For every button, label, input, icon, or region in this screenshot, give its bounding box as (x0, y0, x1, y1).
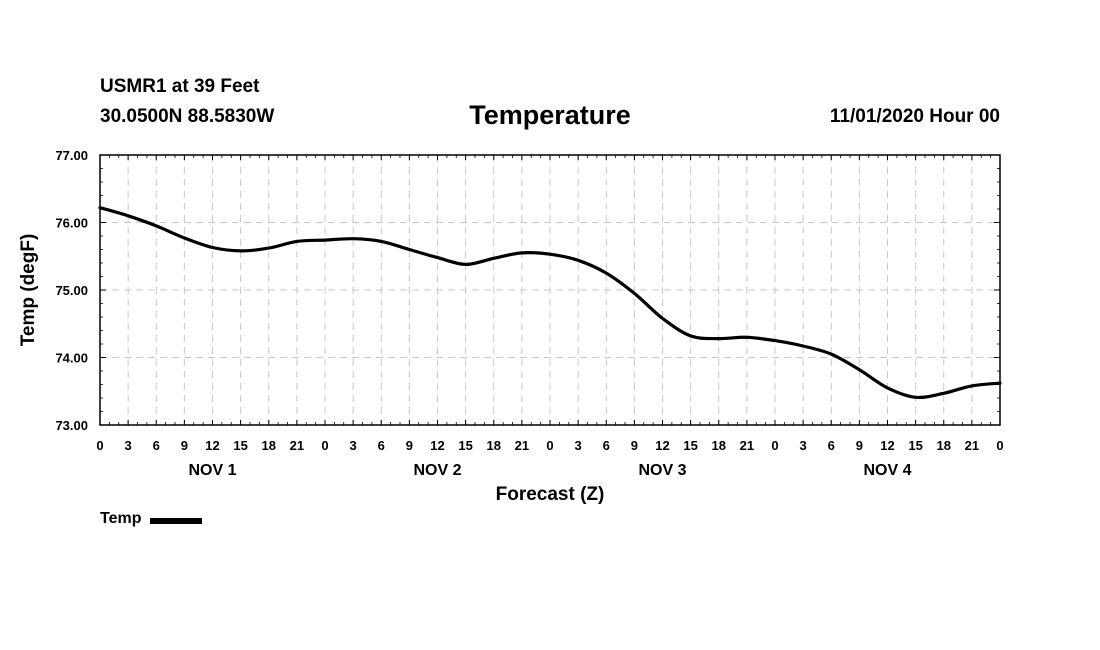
forecast-run-time: 11/01/2020 Hour 00 (829, 106, 1000, 127)
x-tick-label: 12 (655, 438, 669, 453)
axis-labels: 0 3 6 9 12 15 18 21 0 3 6 9 12 15 18 21 0 3 6 9 12 15 18 21 0 3 6 9… (55, 148, 1003, 479)
x-tick-label: 21 (740, 438, 754, 453)
x-tick-label: 0 (546, 438, 553, 453)
x-tick-label: 12 (880, 438, 894, 453)
x-tick-label: 12 (205, 438, 219, 453)
legend-swatch (150, 517, 203, 524)
x-tick-label: 21 (515, 438, 529, 453)
x-tick-label: 0 (996, 438, 1003, 453)
x-tick-label: 9 (856, 438, 863, 453)
y-tick-label: 76.00 (55, 216, 88, 231)
x-tick-label: 0 (771, 438, 778, 453)
day-label: NOV 2 (413, 462, 461, 479)
x-tick-label: 15 (683, 438, 697, 453)
x-tick-label: 15 (233, 438, 247, 453)
x-tick-label: 21 (965, 438, 979, 453)
x-tick-label: 21 (290, 438, 304, 453)
x-tick-label: 12 (430, 438, 444, 453)
x-tick-label: 3 (350, 438, 357, 453)
legend-label: Temp (100, 510, 142, 527)
temp-series-line (98, 206, 1002, 400)
day-label: NOV 1 (188, 462, 236, 479)
legend: Temp (100, 510, 203, 528)
y-tick-label: 75.00 (55, 283, 88, 298)
x-tick-label: 6 (378, 438, 385, 453)
x-tick-label: 3 (125, 438, 132, 453)
y-tick-label: 74.00 (55, 351, 88, 366)
x-tick-label: 9 (181, 438, 188, 453)
x-tick-label: 15 (908, 438, 922, 453)
x-tick-label: 6 (153, 438, 160, 453)
plot-frame (99, 154, 1001, 426)
grid-lines (100, 155, 1000, 425)
x-tick-label: 0 (321, 438, 328, 453)
day-label: NOV 3 (638, 462, 686, 479)
x-tick-label: 9 (406, 438, 413, 453)
x-axis-title: Forecast (Z) (496, 484, 605, 505)
x-tick-label: 3 (800, 438, 807, 453)
x-tick-label: 6 (828, 438, 835, 453)
y-axis-title: Temp (degF) (18, 234, 39, 347)
chart-title: Temperature (469, 100, 631, 130)
x-tick-label: 18 (487, 438, 501, 453)
y-tick-label: 77.00 (55, 148, 88, 163)
day-label: NOV 4 (863, 462, 911, 479)
x-tick-label: 18 (262, 438, 276, 453)
x-tick-label: 18 (937, 438, 951, 453)
x-tick-label: 3 (575, 438, 582, 453)
coordinates-label: 30.0500N 88.5830W (100, 106, 275, 127)
y-tick-label: 73.00 (55, 418, 88, 433)
x-tick-label: 6 (603, 438, 610, 453)
x-tick-label: 18 (712, 438, 726, 453)
x-tick-label: 0 (96, 438, 103, 453)
x-tick-label: 9 (631, 438, 638, 453)
x-tick-label: 15 (458, 438, 472, 453)
station-label: USMR1 at 39 Feet (100, 76, 260, 97)
